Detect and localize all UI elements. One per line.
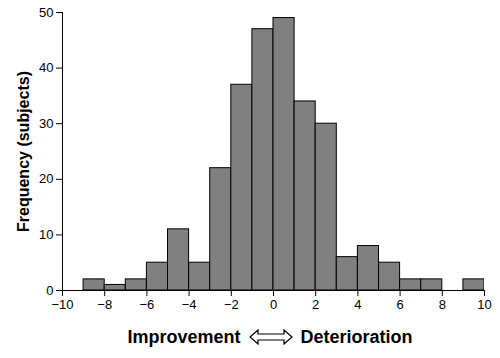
svg-text:0: 0 bbox=[46, 283, 53, 298]
svg-text:50: 50 bbox=[39, 5, 53, 20]
svg-text:−8: −8 bbox=[97, 297, 112, 312]
svg-text:−4: −4 bbox=[182, 297, 197, 312]
svg-text:8: 8 bbox=[439, 297, 446, 312]
svg-text:40: 40 bbox=[39, 60, 53, 75]
svg-text:2: 2 bbox=[312, 297, 319, 312]
svg-text:−6: −6 bbox=[139, 297, 154, 312]
svg-text:Frequency (subjects): Frequency (subjects) bbox=[15, 71, 32, 232]
svg-text:−2: −2 bbox=[224, 297, 239, 312]
svg-text:−10: −10 bbox=[51, 297, 73, 312]
svg-text:4: 4 bbox=[354, 297, 361, 312]
svg-text:30: 30 bbox=[39, 116, 53, 131]
svg-text:10: 10 bbox=[39, 227, 53, 242]
html-text:Deterioration: Deterioration bbox=[300, 326, 413, 347]
svg-text:0: 0 bbox=[270, 297, 277, 312]
svg-text:20: 20 bbox=[39, 171, 53, 186]
svg-text:6: 6 bbox=[396, 297, 403, 312]
svg-text:10: 10 bbox=[477, 297, 491, 312]
html-text:Improvement: Improvement bbox=[127, 326, 241, 347]
